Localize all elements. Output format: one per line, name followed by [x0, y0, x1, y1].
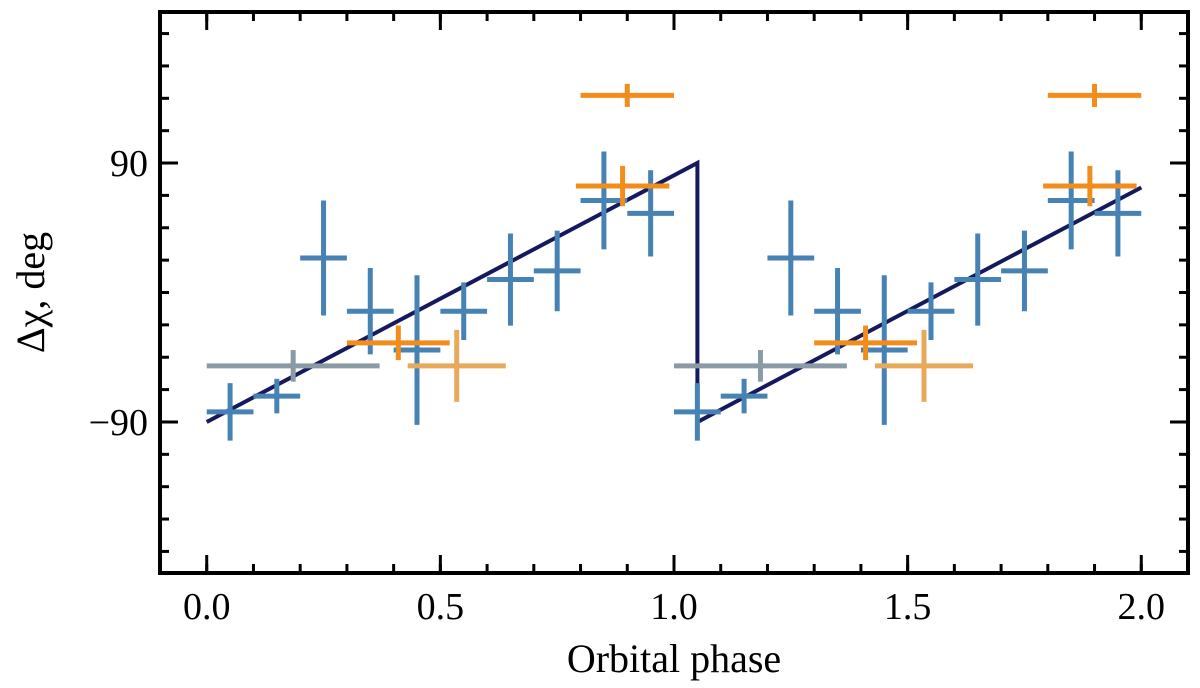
- data-point: [253, 378, 301, 414]
- data-point: [575, 165, 670, 207]
- x-tick-label: 0.5: [417, 586, 465, 628]
- data-point: [206, 350, 380, 382]
- data-point: [674, 350, 847, 382]
- data-point: [720, 378, 768, 414]
- series-gray-points: [206, 350, 847, 382]
- y-tick-label: −90: [89, 402, 148, 444]
- series-light-orange-points: [407, 329, 974, 402]
- data-point: [393, 275, 441, 425]
- data-point: [1047, 83, 1142, 107]
- data-point: [860, 275, 908, 425]
- x-tick-label: 0.0: [183, 586, 231, 628]
- y-axis-label: Δχ, deg: [8, 232, 53, 353]
- x-axis-label: Orbital phase: [567, 636, 781, 681]
- data-point: [346, 268, 394, 355]
- model-line: [205, 159, 1143, 426]
- tick-labels: 0.0 0.5 1.0 1.5 2.0 90 −90: [89, 143, 1165, 628]
- data-point: [674, 383, 721, 441]
- x-tick-label: 2.0: [1118, 586, 1166, 628]
- data-point: [1001, 230, 1048, 312]
- data-point: [346, 325, 450, 361]
- series-orange-points: [346, 83, 1142, 361]
- data-point: [814, 268, 861, 355]
- data-point: [627, 170, 674, 257]
- model-line-group: [205, 159, 1143, 426]
- data-point: [407, 329, 506, 402]
- data-point: [487, 233, 534, 326]
- data-point: [440, 282, 488, 340]
- data-point: [300, 200, 347, 316]
- y-tick-label: 90: [110, 143, 148, 185]
- data-point: [874, 329, 974, 402]
- plot-frame: [158, 10, 1190, 575]
- data-point: [1047, 151, 1095, 250]
- data-point: [580, 151, 628, 250]
- x-tick-label: 1.0: [650, 586, 698, 628]
- data-point: [1094, 170, 1142, 257]
- data-point: [1043, 165, 1137, 207]
- series-blue-points: [206, 151, 1142, 441]
- data-point: [206, 383, 254, 441]
- x-tick-label: 1.5: [884, 586, 932, 628]
- data-point: [907, 282, 955, 340]
- data-points: [206, 83, 1142, 441]
- data-point: [814, 325, 917, 361]
- major-ticks: [160, 12, 1188, 573]
- data-point: [767, 200, 815, 316]
- data-point: [580, 83, 674, 107]
- data-point: [533, 230, 581, 312]
- data-point: [954, 233, 1002, 326]
